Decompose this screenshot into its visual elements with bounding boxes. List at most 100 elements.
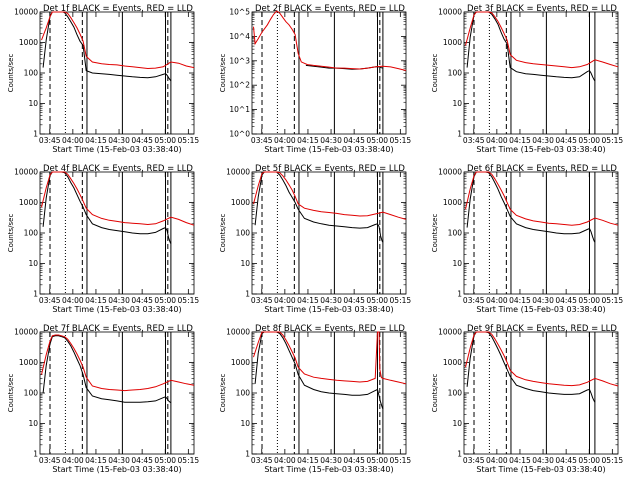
y-tick-label: 10000 [438,328,462,337]
detector-panel: Det 2f BLACK = Events, RED = LLD 10^0 10^1… [219,4,411,154]
y-tick-label: 100 [24,229,39,238]
detector-panel: Det 8f BLACK = Events, RED = LLD 1 10 100 10… [219,324,411,474]
x-tick-label: 04:30 [532,296,554,305]
x-tick-label: 03:45 [39,296,61,305]
x-tick-label: 04:45 [555,456,577,465]
x-axis-title: Start Time (15-Feb-03 03:38:40) [264,145,393,154]
events-series-line [42,171,172,244]
x-tick-label: 04:15 [297,296,319,305]
x-tick-label: 04:45 [343,296,365,305]
x-tick-label: 04:00 [274,456,296,465]
x-tick-label: 05:00 [366,456,388,465]
panel-title: Det 8f BLACK = Events, RED = LLD [255,324,405,334]
x-tick-label: 04:00 [486,456,508,465]
y-tick-label: 1 [33,450,38,459]
x-tick-label: 05:00 [366,296,388,305]
x-tick-label: 04:30 [108,456,130,465]
x-tick-label: 04:15 [509,296,531,305]
y-axis-title: Counts/sec [431,214,439,253]
x-tick-label: 04:45 [131,136,153,145]
x-tick-label: 03:45 [463,136,485,145]
x-tick-label: 04:30 [108,296,130,305]
x-tick-label: 04:00 [274,296,296,305]
x-tick-label: 04:00 [486,296,508,305]
x-tick-label: 04:00 [62,456,84,465]
y-tick-label: 10 [28,99,38,108]
y-tick-label: 1000 [443,358,462,367]
y-tick-label: 10000 [226,328,250,337]
lld-series-line [465,171,619,226]
x-tick-label: 04:45 [555,296,577,305]
y-axis-title: Counts/sec [7,374,15,413]
x-tick-label: 05:15 [602,456,624,465]
x-tick-label: 05:00 [366,136,388,145]
y-tick-label: 10000 [438,8,462,17]
x-tick-label: 05:15 [178,136,200,145]
x-tick-label: 04:30 [532,456,554,465]
lld-series-line [465,331,619,387]
x-tick-label: 04:00 [62,296,84,305]
y-tick-label: 1 [245,290,250,299]
x-tick-label: 03:45 [39,456,61,465]
y-tick-label: 1000 [443,198,462,207]
panel-title: Det 2f BLACK = Events, RED = LLD [255,4,405,14]
x-tick-label: 04:15 [297,456,319,465]
y-tick-label: 1 [245,450,250,459]
y-tick-label: 10 [452,259,462,268]
events-series-line [42,335,172,404]
y-tick-label: 1000 [19,38,38,47]
events-series-line [466,171,596,243]
lld-series-line [253,171,407,220]
x-tick-label: 04:45 [343,456,365,465]
x-tick-label: 04:15 [509,136,531,145]
y-tick-label: 1 [33,130,38,139]
y-tick-label: 1000 [19,198,38,207]
detector-panel: Det 1f BLACK = Events, RED = LLD 1 10 100 10… [7,4,199,154]
y-tick-label: 10 [452,419,462,428]
x-axis-title: Start Time (15-Feb-03 03:38:40) [264,305,393,314]
x-tick-label: 04:30 [532,136,554,145]
y-axis-title: Counts/sec [219,54,227,93]
y-tick-label: 10000 [226,168,250,177]
events-series-line [254,331,384,410]
y-tick-label: 1000 [19,358,38,367]
x-axis-title: Start Time (15-Feb-03 03:38:40) [476,145,605,154]
x-tick-label: 05:00 [578,456,600,465]
x-tick-label: 04:15 [85,456,107,465]
x-axis-title: Start Time (15-Feb-03 03:38:40) [52,145,181,154]
x-tick-label: 03:45 [251,296,273,305]
x-tick-label: 04:45 [131,296,153,305]
x-tick-label: 05:00 [154,136,176,145]
detector-panel: Det 7f BLACK = Events, RED = LLD 1 10 100 10… [7,324,199,474]
lld-series-line [465,11,619,69]
detector-panel: Det 9f BLACK = Events, RED = LLD 1 10 100 10… [431,324,623,474]
events-series-line [254,171,384,243]
y-axis-title: Counts/sec [431,374,439,413]
y-axis-title: Counts/sec [431,54,439,93]
y-tick-label: 1 [457,130,462,139]
y-tick-label: 1000 [443,38,462,47]
detector-panel: Det 4f BLACK = Events, RED = LLD 1 10 100 10… [7,164,199,314]
y-axis-title: Counts/sec [7,214,15,253]
x-tick-label: 05:00 [578,136,600,145]
x-axis-title: Start Time (15-Feb-03 03:38:40) [476,465,605,474]
x-tick-label: 03:45 [463,456,485,465]
x-tick-label: 04:30 [108,136,130,145]
y-tick-label: 1000 [231,358,250,367]
events-series-line [466,11,596,82]
x-axis-title: Start Time (15-Feb-03 03:38:40) [52,465,181,474]
y-tick-label: 10^1 [229,105,250,114]
x-tick-label: 05:15 [602,296,624,305]
x-axis-title: Start Time (15-Feb-03 03:38:40) [264,465,393,474]
y-tick-label: 100 [24,389,39,398]
y-tick-label: 1000 [231,198,250,207]
panel-title: Det 6f BLACK = Events, RED = LLD [467,164,617,174]
x-tick-label: 05:00 [154,296,176,305]
y-tick-label: 100 [236,229,251,238]
y-tick-label: 10 [452,99,462,108]
x-tick-label: 05:15 [390,136,412,145]
y-tick-label: 10 [28,259,38,268]
x-tick-label: 05:00 [154,456,176,465]
